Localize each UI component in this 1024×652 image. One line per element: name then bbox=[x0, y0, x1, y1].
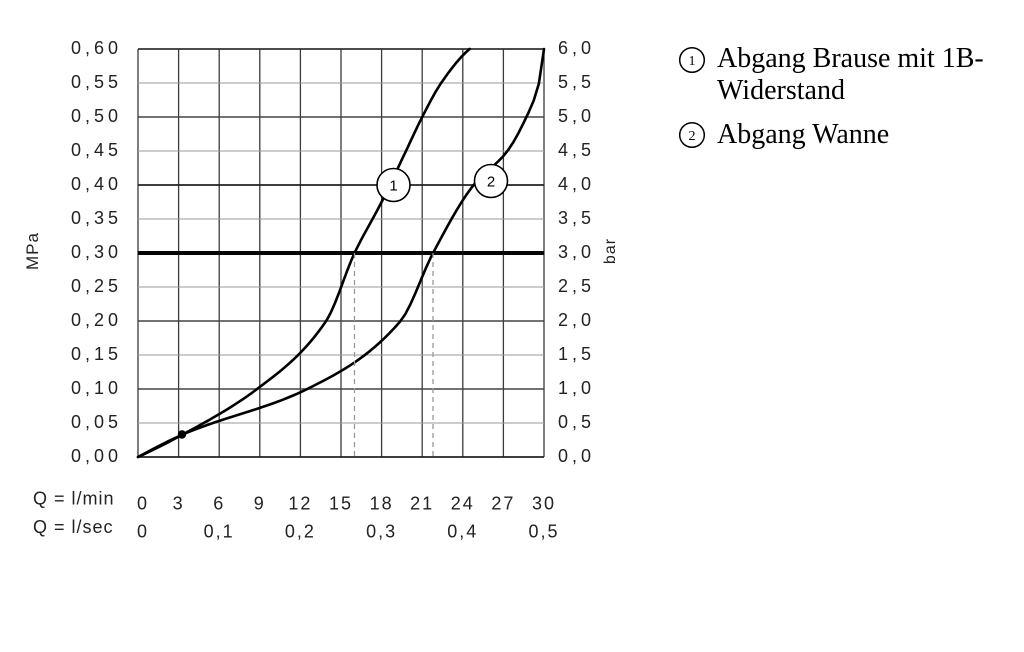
svg-text:4,0: 4,0 bbox=[558, 174, 595, 194]
svg-text:4,5: 4,5 bbox=[558, 140, 595, 160]
svg-text:3,0: 3,0 bbox=[558, 242, 595, 262]
svg-text:24: 24 bbox=[451, 494, 475, 514]
svg-text:0,20: 0,20 bbox=[71, 310, 122, 330]
svg-text:30: 30 bbox=[532, 494, 556, 514]
svg-text:Abgang Wanne: Abgang Wanne bbox=[717, 119, 889, 150]
svg-text:Abgang Brause mit 1B-: Abgang Brause mit 1B- bbox=[717, 43, 984, 74]
svg-text:0,0: 0,0 bbox=[558, 446, 595, 466]
svg-text:0,5: 0,5 bbox=[558, 412, 595, 432]
svg-text:15: 15 bbox=[329, 494, 353, 514]
svg-text:0,4: 0,4 bbox=[447, 522, 478, 542]
svg-text:0,60: 0,60 bbox=[71, 38, 122, 58]
svg-text:0,55: 0,55 bbox=[71, 72, 122, 92]
svg-text:0,35: 0,35 bbox=[71, 208, 122, 228]
svg-text:bar: bar bbox=[602, 238, 619, 264]
svg-text:12: 12 bbox=[288, 494, 312, 514]
svg-text:0,00: 0,00 bbox=[71, 446, 122, 466]
svg-text:6: 6 bbox=[213, 494, 225, 514]
svg-text:0,2: 0,2 bbox=[285, 522, 316, 542]
svg-text:2: 2 bbox=[689, 129, 696, 144]
svg-text:1: 1 bbox=[389, 178, 397, 195]
svg-text:0,3: 0,3 bbox=[366, 522, 397, 542]
svg-text:Q = l/sec: Q = l/sec bbox=[33, 517, 114, 537]
svg-text:1,5: 1,5 bbox=[558, 344, 595, 364]
svg-text:2: 2 bbox=[487, 174, 495, 191]
svg-text:0,25: 0,25 bbox=[71, 276, 122, 296]
svg-text:5,0: 5,0 bbox=[558, 106, 595, 126]
svg-text:9: 9 bbox=[254, 494, 266, 514]
svg-text:0,30: 0,30 bbox=[71, 242, 122, 262]
svg-text:0,10: 0,10 bbox=[71, 378, 122, 398]
svg-text:21: 21 bbox=[410, 494, 434, 514]
svg-text:0: 0 bbox=[137, 522, 149, 542]
svg-text:0,50: 0,50 bbox=[71, 106, 122, 126]
svg-text:5,5: 5,5 bbox=[558, 72, 595, 92]
svg-text:2,0: 2,0 bbox=[558, 310, 595, 330]
svg-text:6,0: 6,0 bbox=[558, 38, 595, 58]
svg-text:0,45: 0,45 bbox=[71, 140, 122, 160]
svg-text:0,1: 0,1 bbox=[204, 522, 235, 542]
svg-text:0: 0 bbox=[137, 494, 149, 514]
svg-text:1,0: 1,0 bbox=[558, 378, 595, 398]
svg-text:2,5: 2,5 bbox=[558, 276, 595, 296]
svg-text:3,5: 3,5 bbox=[558, 208, 595, 228]
svg-text:27: 27 bbox=[491, 494, 515, 514]
svg-text:3: 3 bbox=[173, 494, 185, 514]
svg-text:0,5: 0,5 bbox=[528, 522, 559, 542]
svg-text:Widerstand: Widerstand bbox=[717, 75, 845, 106]
svg-text:MPa: MPa bbox=[23, 232, 42, 270]
svg-text:0,15: 0,15 bbox=[71, 344, 122, 364]
svg-text:Q = l/min: Q = l/min bbox=[33, 489, 115, 509]
svg-text:18: 18 bbox=[370, 494, 394, 514]
svg-text:0,05: 0,05 bbox=[71, 412, 122, 432]
svg-text:0,40: 0,40 bbox=[71, 174, 122, 194]
svg-text:1: 1 bbox=[689, 54, 696, 69]
